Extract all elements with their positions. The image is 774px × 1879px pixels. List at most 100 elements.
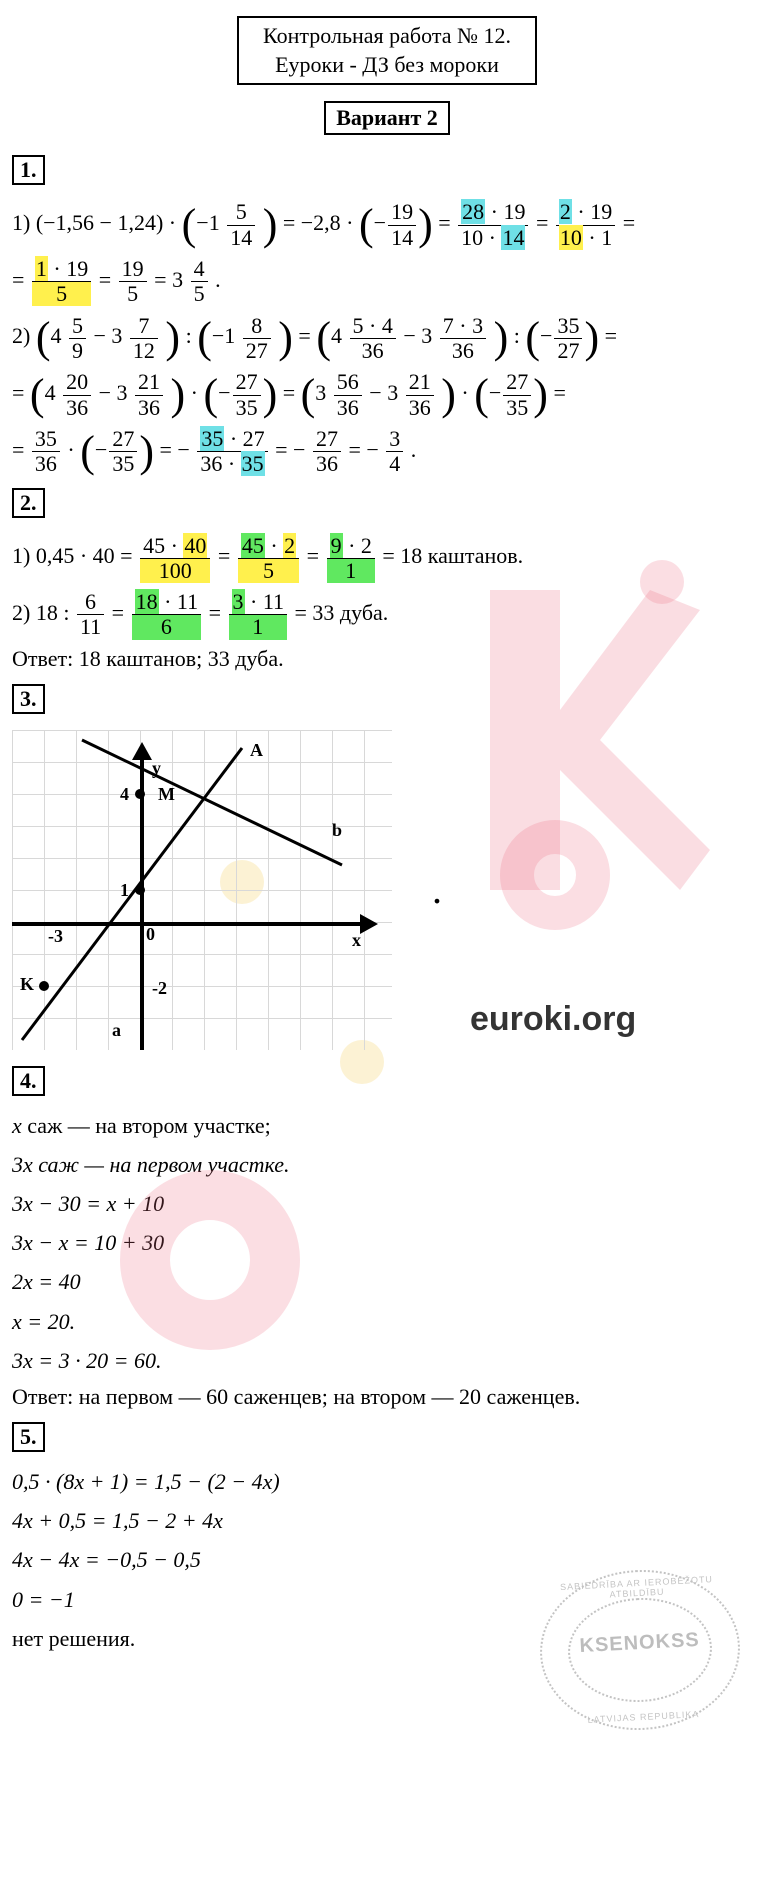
- q4-line: 3x − x = 10 + 30: [12, 1225, 762, 1260]
- text: · 11: [245, 589, 285, 614]
- hl: 1: [327, 559, 375, 583]
- q4-line: x саж — на втором участке;: [12, 1108, 762, 1143]
- text: 2): [12, 323, 36, 348]
- q1-part2-line2: = (4 2036 − 3 2136 ) · (−2735) = (3 5636…: [12, 369, 762, 420]
- label-x: x: [352, 930, 361, 951]
- den: 14: [388, 226, 416, 250]
- text: =: [536, 210, 554, 235]
- text: =: [12, 380, 30, 405]
- text: · 11: [159, 589, 199, 614]
- num: 19: [388, 200, 416, 225]
- text: 4: [331, 323, 342, 348]
- question-number-5: 5.: [12, 1422, 45, 1452]
- plot-lines: [12, 730, 392, 1050]
- text: · 2: [343, 533, 372, 558]
- q2-line2: 2) 18 : 611 = 18 · 11 6 = 3 · 11 1 = 33 …: [12, 589, 762, 640]
- hl: 6: [132, 615, 202, 639]
- q1-line2: = 1 · 19 5 = 195 = 3 45 .: [12, 256, 762, 307]
- q4-line: 3x − 30 = x + 10: [12, 1186, 762, 1221]
- point-K-dot: [39, 981, 49, 991]
- variant-box: Вариант 2: [324, 101, 450, 135]
- q2-line1: 1) 0,45 · 40 = 45 · 40 100 = 45 · 2 5 = …: [12, 532, 762, 583]
- den: 5: [119, 282, 147, 306]
- num: 7 · 3: [440, 314, 486, 339]
- text: = −: [275, 437, 305, 462]
- q2-answer: Ответ: 18 каштанов; 33 дуба.: [12, 646, 762, 672]
- hl: 1: [229, 615, 288, 639]
- question-number-3: 3.: [12, 684, 45, 714]
- hl: 3: [232, 589, 245, 614]
- label-b: b: [332, 820, 342, 841]
- den: 35: [233, 396, 261, 420]
- text: 3: [315, 380, 326, 405]
- den: 36: [135, 396, 163, 420]
- num: 6: [77, 590, 104, 615]
- hl: 14: [501, 225, 525, 250]
- question-number-2: 2.: [12, 488, 45, 518]
- text: = 33 дуба.: [295, 600, 389, 625]
- text: − 3: [99, 380, 128, 405]
- num: 27: [109, 427, 137, 452]
- text: −1: [196, 210, 219, 235]
- q5-line: 0,5 · (8x + 1) = 1,5 − (2 − 4x): [12, 1464, 762, 1499]
- text: =: [112, 600, 130, 625]
- q4-line: 3x саж — на первом участке.: [12, 1147, 762, 1182]
- text: · 19: [485, 199, 525, 224]
- q5-line: 4x − 4x = −0,5 − 0,5: [12, 1542, 762, 1577]
- num: 35: [32, 427, 60, 452]
- text: .: [215, 267, 221, 292]
- num: 5: [69, 314, 86, 339]
- text: =: [12, 267, 30, 292]
- text: = −: [159, 437, 189, 462]
- q4-line: 2x = 40: [12, 1264, 762, 1299]
- point-M-dot: [135, 789, 145, 799]
- hl: 18: [135, 589, 159, 614]
- text: − 3: [93, 323, 122, 348]
- text: .: [411, 437, 417, 462]
- tick-1: 1: [120, 880, 129, 901]
- label-M: M: [158, 784, 175, 805]
- num: 7: [130, 314, 158, 339]
- text: − 3: [403, 323, 432, 348]
- text: 1) 0,45 · 40 =: [12, 543, 138, 568]
- text: =: [553, 380, 565, 405]
- hl: 2: [283, 533, 296, 558]
- q5-line: нет решения.: [12, 1621, 762, 1656]
- hl: 5: [238, 559, 299, 583]
- hl: 28: [461, 199, 485, 224]
- title-box: Контрольная работа № 12. Еуроки - ДЗ без…: [237, 16, 537, 85]
- den: 9: [69, 339, 86, 363]
- num: 8: [243, 314, 271, 339]
- text: ·: [265, 533, 283, 558]
- num: 5 · 4: [350, 314, 396, 339]
- text: :: [514, 323, 526, 348]
- num: 27: [233, 370, 261, 395]
- text: −1: [212, 323, 235, 348]
- hl: 1: [35, 256, 48, 281]
- coordinate-grid: A b M K a x y 0 1 4 -2 -3: [12, 730, 392, 1050]
- text: 4: [50, 323, 61, 348]
- stamp-ring-text: LATVIJAS REPUBLIKA: [543, 1707, 743, 1727]
- den: 12: [130, 339, 158, 363]
- num: 3: [386, 427, 403, 452]
- num: 56: [334, 370, 362, 395]
- text: =: [438, 210, 456, 235]
- label-y: y: [152, 758, 161, 779]
- den: 27: [243, 339, 271, 363]
- num: 35: [554, 314, 582, 339]
- title-line1: Контрольная работа № 12.: [263, 22, 511, 51]
- den: 27: [554, 339, 582, 363]
- text: 36 ·: [200, 451, 240, 476]
- den: 36: [32, 452, 60, 476]
- label-A: A: [250, 740, 263, 761]
- text: · 1: [583, 225, 612, 250]
- q1-part2-line3: = 3536 · (−2735) = − 35 · 27 36 · 35 = −…: [12, 426, 762, 477]
- label-K: K: [20, 974, 34, 995]
- tick-4: 4: [120, 784, 129, 805]
- text: 4: [45, 380, 56, 405]
- text: =: [209, 600, 227, 625]
- den: 36: [63, 396, 91, 420]
- den: 36: [350, 339, 396, 363]
- q1-line1: 1) (−1,56 − 1,24) · (−1 514 ) = −2,8 · (…: [12, 199, 762, 250]
- hl: 35: [241, 451, 265, 476]
